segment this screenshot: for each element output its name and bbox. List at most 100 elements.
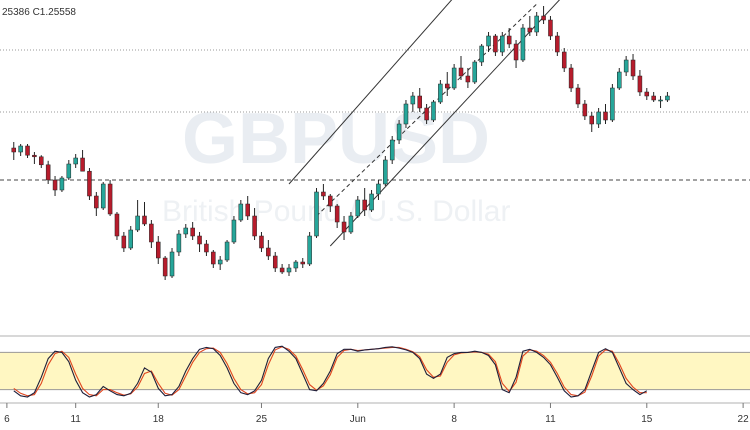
candle [458,56,464,80]
candle-body [259,235,264,249]
candle-body [94,195,99,209]
candle-body [73,157,78,165]
candle-body [211,251,216,265]
candle-body [410,95,416,105]
candle-body [617,71,622,89]
candle-body [238,203,244,221]
candle [479,44,484,66]
candle-body [190,227,195,237]
candle [389,136,395,164]
x-tick-label: 11 [70,414,81,425]
candle-body [286,267,292,273]
candle-body [534,15,539,33]
candle [513,40,519,68]
candle [238,200,244,222]
candle [665,92,670,102]
candle [231,216,237,244]
x-tick-label: 6 [4,414,10,425]
candle [307,232,312,266]
candle [87,168,92,200]
candle-body [87,170,92,197]
candle [603,104,608,124]
candle [644,88,650,100]
candle [66,160,72,180]
candle [328,194,333,212]
candle [156,236,161,264]
candle [575,84,581,108]
candle-body [403,103,409,125]
candle-body [341,221,347,233]
candle-body [513,43,519,61]
candle-body [479,45,484,63]
candle-body [506,35,512,45]
candle [596,108,601,128]
candle [465,68,471,88]
candle [300,258,306,268]
candle-body [183,227,189,235]
candle-body [162,257,168,277]
header-backdrop [0,3,80,21]
stochastic-band [0,352,750,390]
x-tick-label: 18 [153,414,165,425]
candle-body [121,235,127,249]
candle-body [623,59,629,73]
candle-body [300,261,306,265]
candle-body [596,111,601,125]
candle-body [424,107,429,121]
candle-body [575,87,581,105]
candle [658,96,663,108]
candle-body [589,115,594,125]
candle-body [665,95,670,101]
candle-body [644,91,650,97]
candle [176,230,182,256]
candle [204,240,209,256]
candle-body [156,241,161,259]
candle-body [348,215,354,233]
candle [245,196,250,220]
candle [266,240,271,260]
candle-body [197,235,202,245]
candle [94,192,99,216]
candle [169,248,175,278]
candle [637,70,643,96]
candle-body [32,154,37,158]
candle-body [107,183,113,215]
candle [348,212,354,234]
candle-body [334,205,340,223]
x-tick-label: 22 [738,414,750,425]
candle-body [355,199,361,217]
candle [410,92,416,112]
candle-body [486,35,491,47]
candle [561,48,567,72]
candle-body [52,179,58,191]
candlestick-series [11,6,670,280]
candle-body [637,75,643,93]
candle [162,256,168,280]
candle-body [630,59,636,77]
stochastic-pane [0,345,750,398]
candle [114,212,120,240]
channel-upper-line [288,0,453,185]
candle-body [451,67,457,89]
candle [341,216,347,240]
candle [183,224,189,238]
candle [500,32,505,56]
candle-body [128,229,133,249]
candle-body [266,247,271,257]
candle [321,184,326,200]
candle-body [582,103,588,117]
candle [190,222,195,240]
candle-body [548,19,553,37]
candle [224,240,230,262]
candle [32,152,37,164]
candle [451,64,457,90]
candle-body [458,67,464,77]
candle-body [272,255,278,269]
candle-body [610,87,615,121]
candle [362,188,367,216]
candle [527,16,533,36]
candle-body [328,195,333,207]
candle-body [149,223,154,243]
candle-body [114,213,120,237]
